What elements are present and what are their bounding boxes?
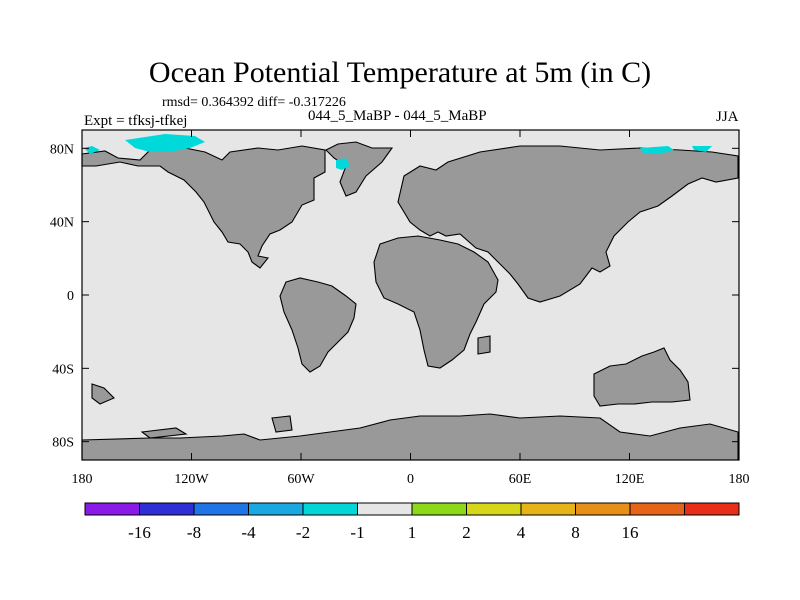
colorbar-label: 16 [622,523,639,542]
land-madagascar [477,335,491,355]
experiment-label: Expt = tfksj-tfkej [84,113,188,129]
x-tick-label: 60W [287,472,315,487]
land-new-zealand [91,383,115,405]
land-south-america [279,277,357,373]
land-eurasia [397,145,739,303]
anomaly-arctic-west [125,134,205,152]
chart-title: Ocean Potential Temperature at 5m (in C) [148,56,652,89]
colorbar-swatch [302,502,358,516]
colorbar-swatch [139,502,195,516]
x-tick-label: 60E [509,472,532,487]
x-tick-label: 180 [729,472,750,487]
y-tick-label: 0 [67,289,74,304]
colorbar-swatch [466,502,522,516]
land-antarctic-island [140,427,188,439]
season-label: JJA [716,109,739,125]
anomaly-arctic-east-2 [692,146,712,152]
land-africa [373,235,499,369]
colorbar-swatch [248,502,304,516]
land-antarctic-island [271,415,293,433]
colorbar-label: -8 [187,523,201,542]
x-tick-label: 120E [615,472,645,487]
x-tick-label: 180 [72,472,93,487]
colorbar-swatch [684,502,740,516]
colorbar-swatch [629,502,685,516]
x-axis: 180 120W 60W 0 60E 120E 180 [72,130,750,487]
case-subtitle: 044_5_MaBP - 044_5_MaBP [308,108,487,124]
colorbar-label: 1 [408,523,417,542]
colorbar-swatch [575,502,631,516]
y-tick-label: 80N [50,142,74,157]
colorbar-swatch [520,502,576,516]
colorbar-label: -2 [296,523,310,542]
x-tick-label: 120W [174,472,209,487]
map-area [81,129,740,461]
colorbar-label: 8 [571,523,580,542]
y-tick-label: 40S [52,362,74,377]
land-antarctica [81,413,739,461]
colorbar-label: 4 [517,523,526,542]
y-tick-label: 40N [50,216,74,231]
land-masks [81,141,739,461]
colorbar-label: -16 [128,523,151,542]
anomaly-greenland-sea [336,158,350,170]
anomaly-patches [84,134,712,170]
colorbar: -16 -8 -4 -2 -1 1 2 4 8 16 [84,502,740,542]
colorbar-swatch [193,502,249,516]
stats-label: rmsd= 0.364392 diff= -0.317226 [162,95,346,110]
y-axis: 80N 40N 0 40S 80S [50,142,739,451]
land-australia [593,347,691,407]
land-north-america [81,145,326,269]
colorbar-swatch [84,502,140,516]
colorbar-swatch [357,502,413,516]
x-tick-label: 0 [407,472,414,487]
anomaly-arctic-east [640,146,674,154]
colorbar-label: -4 [241,523,256,542]
colorbar-label: 2 [462,523,471,542]
colorbar-swatch [411,502,467,516]
y-tick-label: 80S [52,436,74,451]
colorbar-label: -1 [350,523,364,542]
